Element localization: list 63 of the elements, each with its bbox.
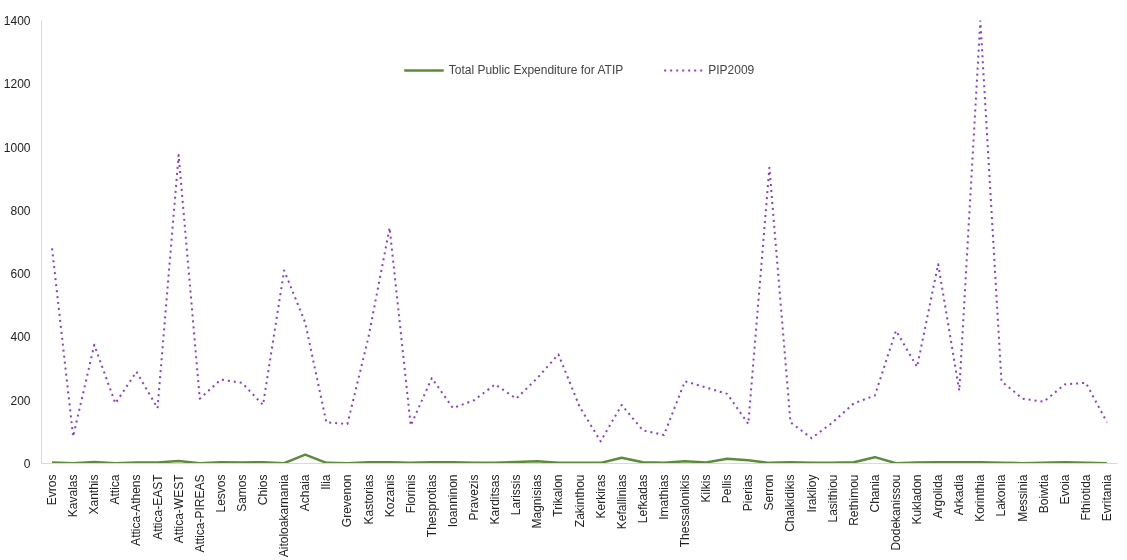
x-tick-label: Fthiotida (1078, 474, 1093, 521)
x-tick-label: Chalkidikis (783, 474, 798, 532)
x-tick-label: Kastorias (361, 474, 376, 525)
x-tick-label: Attica-PIREAS (192, 474, 207, 553)
x-tick-label: Pellis (720, 474, 735, 504)
x-tick-label: Serron (762, 474, 777, 511)
x-tick-label: Trikalon (551, 474, 566, 517)
x-tick-label: Samos (234, 474, 249, 512)
x-tick-label: Arkadia (952, 474, 967, 516)
y-tick-label: 600 (10, 267, 31, 282)
x-tick-label: Kukladon (910, 474, 925, 525)
line-series (51, 20, 1108, 443)
y-tick-label: 1400 (3, 14, 31, 28)
x-tick-label: Imathias (656, 474, 671, 520)
x-tick-label: Evritania (1099, 474, 1114, 522)
x-tick-label: Thessalonikis (677, 474, 692, 548)
x-tick-label: Florinis (403, 474, 418, 514)
y-tick-label: 800 (10, 203, 31, 218)
x-tick-label: Lakonia (994, 474, 1009, 517)
x-tick-label: Messinia (1015, 474, 1030, 522)
x-tick-label: Kerkiras (593, 474, 608, 519)
y-tick-label: 1000 (3, 140, 31, 155)
x-tick-label: Magnisias (530, 474, 545, 529)
x-tick-label: Grevenon (340, 474, 355, 528)
x-tick-label: Rethimou (846, 474, 861, 526)
y-tick-label: 1200 (3, 77, 31, 92)
y-tick-label: 400 (10, 330, 31, 345)
x-tick-label: Ioanninon (445, 474, 460, 528)
x-tick-label: Kilkis (699, 474, 714, 503)
legend-label: PIP2009 (708, 63, 755, 77)
x-tick-label: Iraklioy (804, 474, 819, 513)
x-tick-label: Chania (867, 474, 882, 513)
y-tick-label: 200 (10, 393, 31, 408)
x-tick-label: Thesprotias (424, 474, 439, 538)
x-tick-label: Attica-EAST (150, 473, 165, 540)
x-tick-label: Pravezis (467, 474, 482, 521)
legend-label: Total Public Expenditure for ATIP (448, 63, 624, 77)
x-tick-label: Ilia (319, 474, 334, 490)
x-tick-label: Dodekanissou (888, 474, 903, 551)
x-tick-label: Lasithiou (825, 474, 840, 523)
x-tick-label: Korinthia (973, 474, 988, 522)
x-tick-label: Attica-WEST (171, 473, 186, 544)
x-tick-label: Evoia (1057, 474, 1072, 505)
x-tick-label: Xanthis (87, 474, 102, 515)
x-tick-label: Lesvos (213, 474, 228, 513)
x-tick-label: Boiwtia (1036, 474, 1051, 514)
x-tick-label: Karditsas (488, 474, 503, 525)
x-tick-label: Argolida (931, 474, 946, 519)
x-tick-label: Attica-Athens (129, 474, 144, 546)
x-tick-label: Lefkadas (635, 474, 650, 524)
x-tick-label: Larissis (509, 474, 524, 516)
y-tick-label: 0 (23, 457, 31, 471)
x-tick-label: Chios (256, 474, 271, 506)
line-series (50, 453, 1109, 464)
x-tick-label: Kefallinias (614, 474, 629, 530)
x-tick-label: Pierias (741, 474, 756, 512)
x-tick-label: Aitoloakarnania (277, 474, 292, 558)
x-tick-label: Zakinthou (572, 474, 587, 528)
x-tick-label: Achaia (298, 474, 313, 512)
x-tick-label: Kozanis (382, 474, 397, 518)
x-tick-label: Kavalas (66, 474, 81, 518)
x-tick-label: Evros (45, 474, 60, 506)
x-tick-label: Attica (108, 474, 123, 505)
